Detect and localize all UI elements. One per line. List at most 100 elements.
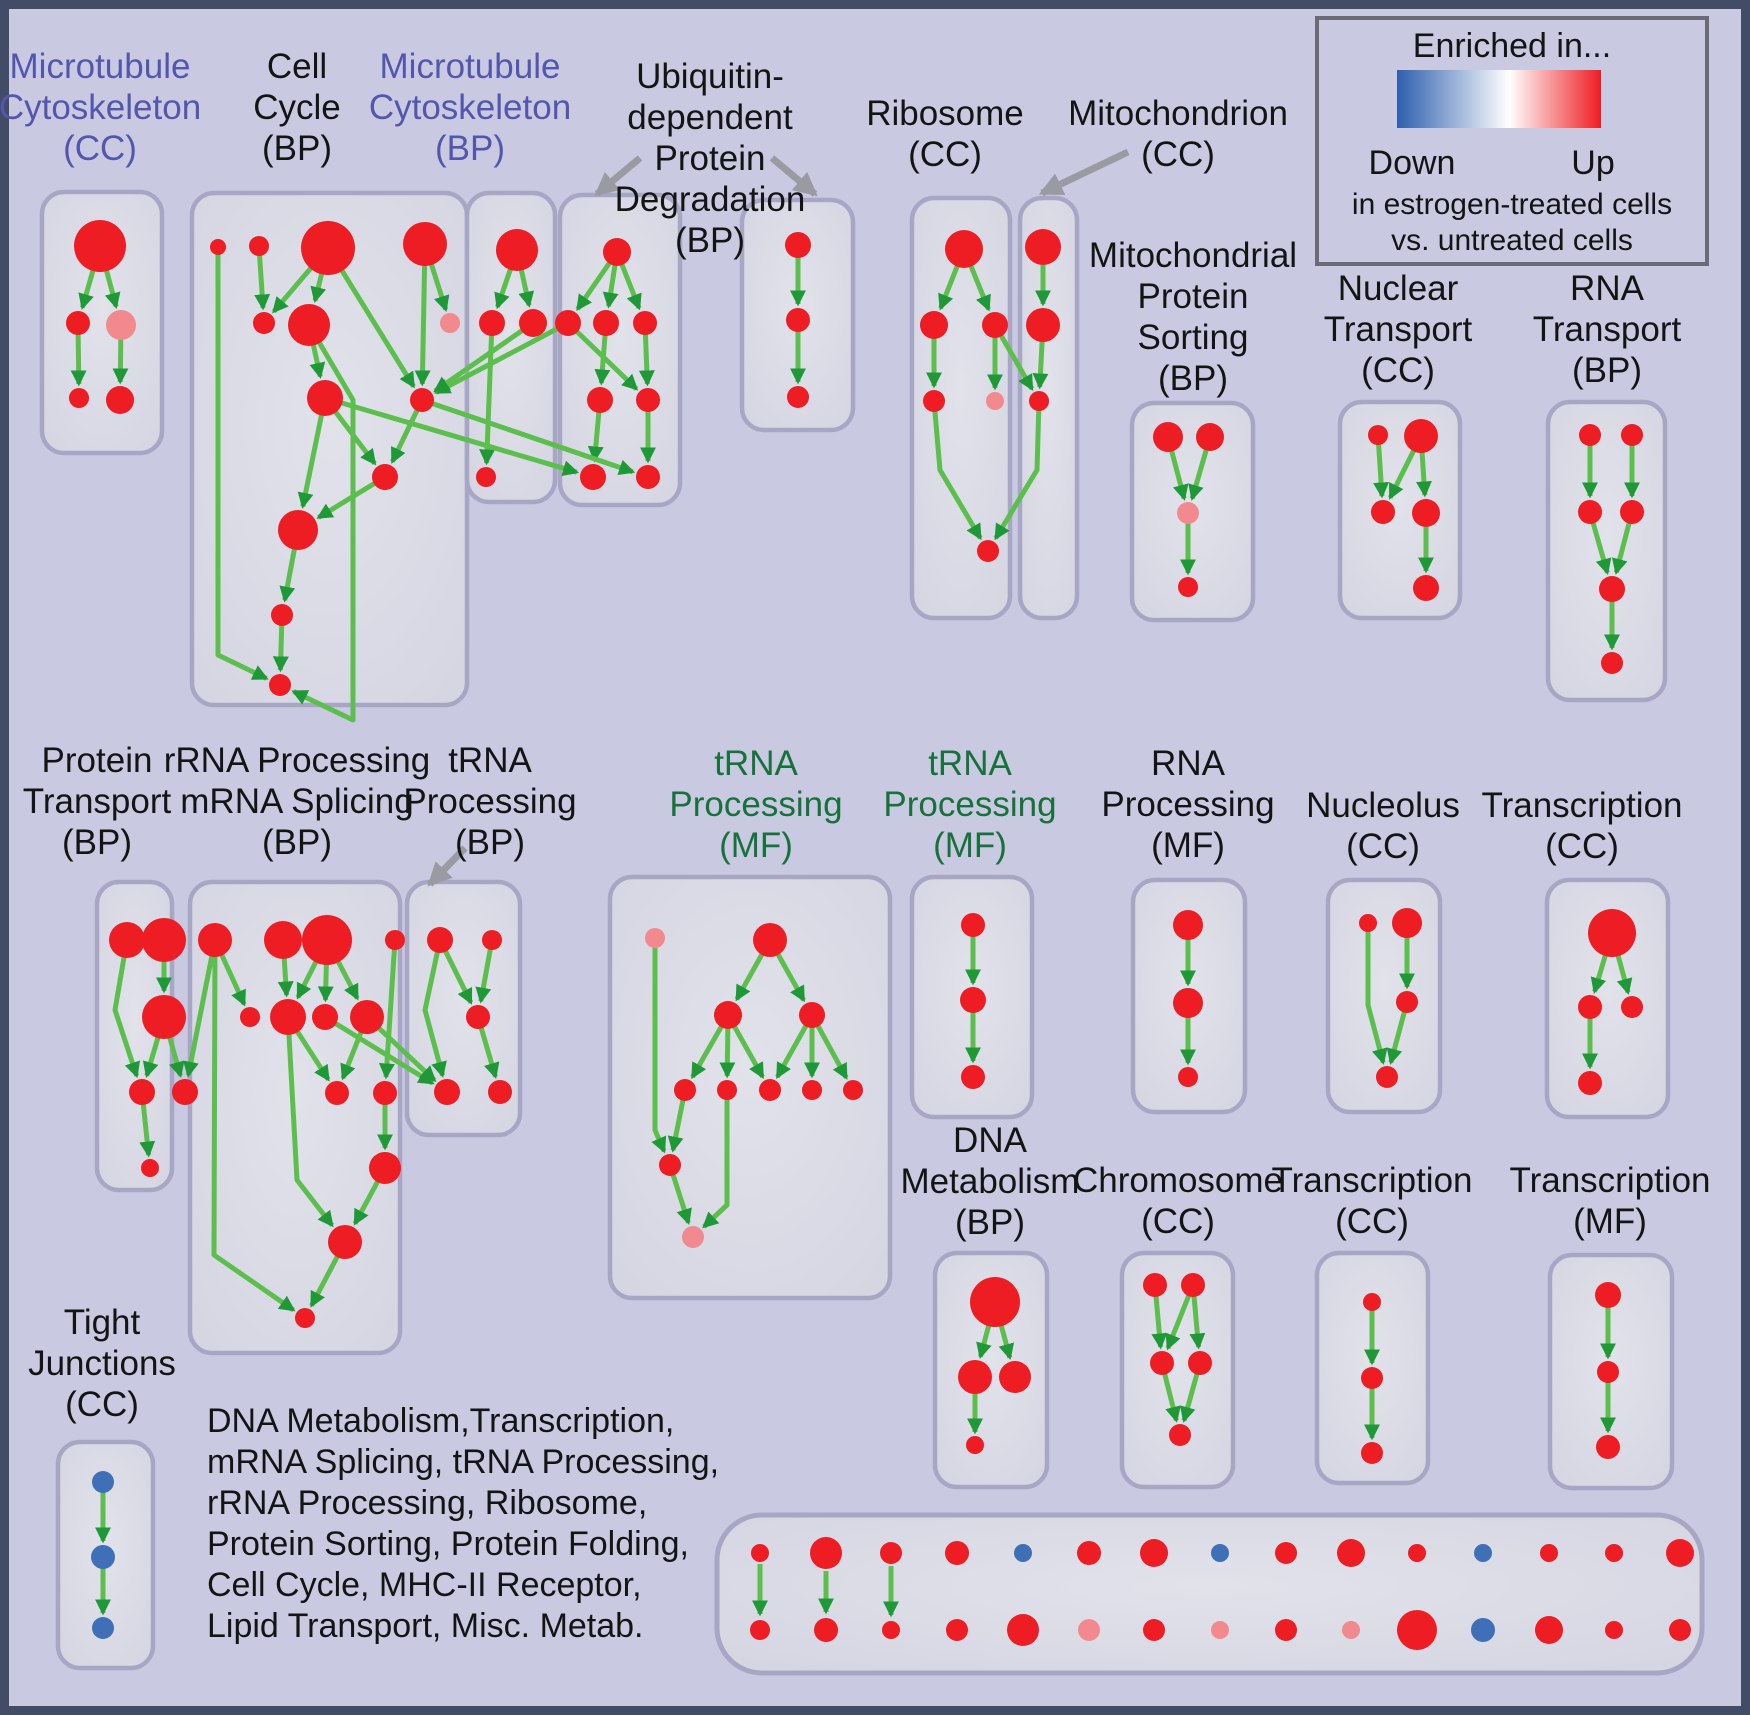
node-mitochondrion-m1 [1025, 229, 1061, 265]
label-pointer-arrow-2 [1038, 148, 1130, 197]
node-cell-cycle-c12 [271, 604, 293, 626]
node-trna-mf-1-v3 [714, 1001, 742, 1029]
node-rna-processing-a2 [1173, 988, 1203, 1018]
bottom-dot-bottom-8 [1275, 1619, 1297, 1641]
label-trna-mf-1-line-0: tRNA [714, 744, 798, 783]
label-ubiquitin-line-2: Protein [655, 139, 766, 178]
node-ubiquitin-left-ub4 [633, 311, 657, 335]
label-rna-transport-line-1: Transport [1533, 310, 1682, 349]
node-mitochondrion-m2 [1026, 308, 1060, 342]
node-transcription-cc-top-x1 [1588, 909, 1636, 957]
node-cell-cycle-c6 [288, 304, 330, 346]
label-tight-junctions: Tight Junctions (CC) [28, 1303, 176, 1424]
node-trna-mf-1-v9 [843, 1080, 863, 1100]
bottom-dot-bottom-3 [946, 1619, 968, 1641]
bottom-dot-top-0 [751, 1544, 769, 1562]
edge-mitochondrion.m3-ribosome.r6 [993, 400, 1042, 541]
bottom-dot-top-5 [1077, 1541, 1101, 1565]
label-mitochondrion: Mitochondrion (CC) [1068, 94, 1288, 174]
label-trna-bp-line-2: (BP) [455, 823, 525, 862]
label-transcription-cc-top-line-0: Transcription [1482, 786, 1683, 825]
node-trna-mf-2-w3 [961, 1065, 985, 1089]
node-trna-mf-1-v6 [717, 1080, 737, 1100]
node-microtubule-cc-a [74, 220, 126, 272]
node-trna-mf-1-v5 [674, 1079, 696, 1101]
node-mito-sorting-s1 [1153, 422, 1183, 452]
edge-rrna-mrna.q1-rrna-mrna.q13 [211, 939, 296, 1313]
node-tight-junctions-h3 [92, 1617, 114, 1639]
edge-microtubule-bp.mb2-microtubule-bp.mb4 [479, 322, 496, 466]
label-dna-metabolism-line-2: (BP) [955, 1203, 1025, 1242]
node-transcription-mf-g2 [1597, 1361, 1619, 1383]
node-nucleolus-b1 [1359, 914, 1377, 932]
label-microtubule-cc: Microtubule Cytoskeleton (CC) [0, 47, 201, 168]
node-nucleolus-b2 [1392, 908, 1422, 938]
node-microtubule-cc-d [69, 388, 89, 408]
node-rna-processing-a3 [1178, 1067, 1198, 1087]
node-cell-cycle-c8 [307, 380, 343, 416]
misc-categories-text: DNA Metabolism,Transcription, mRNA Splici… [207, 1402, 719, 1645]
node-rrna-mrna-q6 [270, 999, 306, 1035]
misc-categories-line-1: mRNA Splicing, tRNA Processing, [207, 1443, 719, 1481]
edge-rrna-mrna.q6-rrna-mrna.q12 [285, 1016, 335, 1228]
label-protein-transport-line-1: Transport [23, 782, 172, 821]
label-nucleolus: Nucleolus (CC) [1306, 786, 1460, 866]
label-rna-transport: RNA Transport (BP) [1533, 269, 1682, 390]
label-transcription-mf-line-0: Transcription [1510, 1161, 1711, 1200]
node-ubiquitin-left-ub5 [587, 387, 613, 413]
bottom-dot-bottom-2 [882, 1621, 900, 1639]
node-ribosome-r5 [986, 392, 1004, 410]
node-rrna-mrna-q13 [295, 1308, 315, 1328]
node-rrna-mrna-q11 [369, 1152, 401, 1184]
node-transcription-cc-top-x4 [1578, 1071, 1602, 1095]
node-dna-metabolism-d2 [958, 1360, 992, 1394]
node-ribosome-r6 [977, 540, 999, 562]
edge-rrna-mrna.q7-trna-bp.u4 [323, 1014, 435, 1086]
label-microtubule-bp-line-1: Cytoskeleton [369, 88, 571, 127]
label-trna-mf-1-line-2: (MF) [719, 826, 793, 865]
node-rna-transport-t2 [1621, 424, 1643, 446]
legend-title: Enriched in... [1413, 27, 1611, 65]
bottom-dot-top-1 [810, 1537, 842, 1569]
node-rna-transport-t1 [1579, 424, 1601, 446]
bottom-dot-top-2 [880, 1542, 902, 1564]
label-tight-junctions-line-1: Junctions [28, 1344, 176, 1383]
label-protein-transport-line-2: (BP) [62, 823, 132, 862]
bottom-dot-bottom-13 [1605, 1621, 1623, 1639]
bottom-dot-top-12 [1540, 1544, 1558, 1562]
label-protein-transport-line-0: Protein [42, 741, 153, 780]
node-rna-transport-t3 [1578, 500, 1602, 524]
node-microtubule-cc-e [106, 386, 134, 414]
label-microtubule-cc-line-1: Cytoskeleton [0, 88, 201, 127]
node-rna-processing-a1 [1173, 910, 1203, 940]
cluster-box-nucleolus [1325, 877, 1443, 1115]
label-ribosome-line-0: Ribosome [866, 94, 1024, 133]
node-ribosome-r3 [982, 312, 1008, 338]
node-ubiquitin-left-ub3 [593, 310, 619, 336]
node-cell-cycle-c2 [249, 236, 269, 256]
legend-down-label: Down [1369, 144, 1456, 182]
node-rrna-mrna-q4 [385, 930, 405, 950]
label-trna-mf-2-line-0: tRNA [928, 744, 1012, 783]
label-trna-mf-2: tRNA Processing (MF) [883, 744, 1056, 865]
label-transcription-mf: Transcription (MF) [1510, 1161, 1711, 1241]
node-rrna-mrna-q5 [240, 1007, 260, 1027]
label-rna-processing-line-0: RNA [1151, 744, 1226, 783]
node-nuclear-transport-n3 [1371, 500, 1395, 524]
node-ubiquitin-left-ub8 [636, 465, 660, 489]
node-transcription-cc-2-f2 [1361, 1367, 1383, 1389]
label-protein-transport: Protein Transport (BP) [23, 741, 172, 862]
bottom-dot-top-6 [1140, 1539, 1168, 1567]
node-dna-metabolism-d3 [999, 1361, 1031, 1393]
edge-cell-cycle.c8-cell-cycle.c11 [297, 397, 328, 509]
node-transcription-cc-2-f1 [1363, 1293, 1381, 1311]
edge-cell-cycle.c8-ubiquitin-left.ub7 [324, 395, 579, 477]
bottom-dot-bottom-10 [1397, 1610, 1437, 1650]
edge-ribosome.r4-ribosome.r6 [931, 400, 983, 541]
node-nucleolus-b4 [1376, 1066, 1398, 1088]
label-trna-mf-2-line-2: (MF) [933, 826, 1007, 865]
label-rna-processing-line-1: Processing [1101, 785, 1274, 824]
label-mitochondrion-line-0: Mitochondrion [1068, 94, 1288, 133]
label-rna-processing: RNA Processing (MF) [1101, 744, 1274, 865]
